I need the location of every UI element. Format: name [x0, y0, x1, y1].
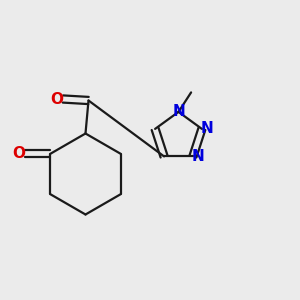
Text: O: O [12, 146, 25, 161]
Text: N: N [172, 104, 185, 119]
Text: N: N [200, 122, 213, 136]
Text: O: O [50, 92, 63, 106]
Text: N: N [191, 149, 204, 164]
